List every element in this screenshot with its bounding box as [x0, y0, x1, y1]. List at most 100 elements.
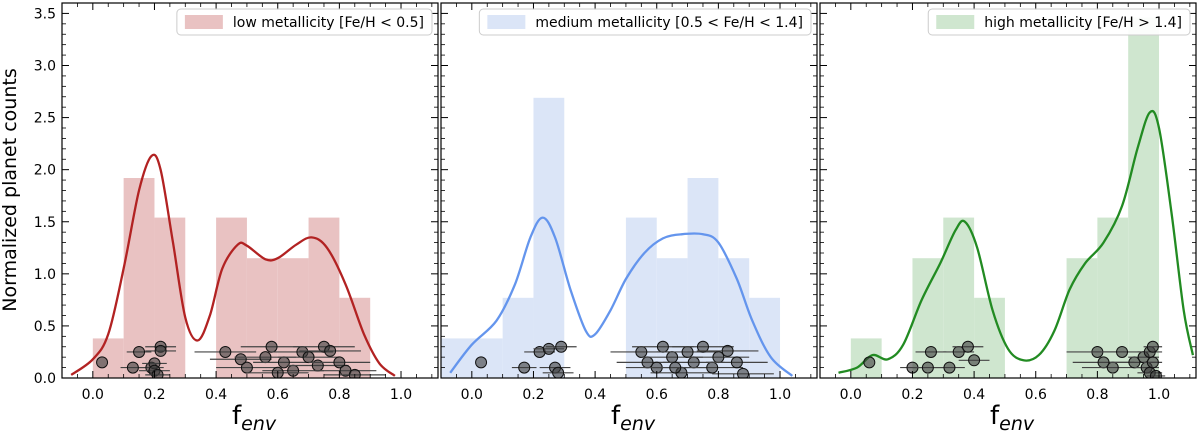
- histogram-bar: [749, 297, 781, 378]
- y-tick-label: 1.0: [34, 267, 56, 283]
- data-point: [696, 340, 709, 353]
- x-tick-label: 0.6: [646, 387, 668, 403]
- data-point: [265, 340, 278, 353]
- legend-swatch: [184, 15, 223, 29]
- histogram-bar: [92, 338, 124, 378]
- histogram-bar: [1066, 258, 1098, 378]
- legend-swatch: [487, 15, 526, 29]
- x-tick-label: 1.0: [769, 387, 791, 403]
- y-tick-label: 3.0: [34, 59, 56, 75]
- data-point: [552, 366, 565, 378]
- legend-label: low metallicity [Fe/H < 0.5]: [233, 15, 424, 31]
- data-point: [863, 356, 876, 369]
- x-tick-label: 0.8: [1086, 387, 1108, 403]
- x-tick-label: 1.0: [1148, 387, 1170, 403]
- data-point: [656, 340, 669, 353]
- x-tick-label: 0.0: [461, 387, 483, 403]
- plot-area: [838, 17, 1195, 378]
- panel-medium-metallicity: 0.0 0.2 0.4 0.6 0.8 1.0 fenv medium metallicity…: [440, 2, 818, 435]
- data-point: [1116, 345, 1129, 358]
- data-point: [259, 351, 272, 364]
- data-point: [943, 361, 956, 374]
- x-tick-label: 0.2: [522, 387, 544, 403]
- x-axis-label: fenv: [611, 401, 656, 435]
- kde-curve: [449, 216, 794, 377]
- legend-label: high metallicity [Fe/H > 1.4]: [984, 15, 1182, 31]
- data-point: [96, 356, 109, 369]
- x-tick-label: 0.2: [143, 387, 165, 403]
- data-point: [737, 367, 750, 378]
- data-point: [1149, 369, 1162, 378]
- legend-box: [927, 8, 1191, 36]
- data-point: [669, 361, 682, 374]
- histogram-bar: [912, 258, 944, 378]
- data-point: [635, 345, 648, 358]
- kde-curve: [838, 109, 1195, 374]
- data-point: [126, 361, 139, 374]
- y-tick-label: 0.5: [34, 319, 56, 335]
- x-tick-label: 0.8: [328, 387, 350, 403]
- data-point: [277, 356, 290, 369]
- data-point: [234, 353, 247, 366]
- data-point: [151, 368, 164, 378]
- data-point: [961, 340, 974, 353]
- x-tick-label: 0.4: [584, 387, 606, 403]
- data-point: [219, 345, 232, 358]
- legend: low metallicity [Fe/H < 0.5]: [176, 8, 433, 36]
- data-point: [333, 356, 346, 369]
- legend: high metallicity [Fe/H > 1.4]: [927, 8, 1191, 36]
- data-point: [542, 342, 555, 355]
- plot-area: [70, 153, 396, 378]
- histogram-bar: [974, 297, 1005, 378]
- legend-box: [176, 8, 433, 36]
- data-point: [730, 356, 743, 369]
- data-point: [302, 351, 315, 364]
- x-axis-label: fenv: [990, 401, 1035, 435]
- kde-curve: [70, 153, 396, 377]
- x-tick-label: 0.2: [901, 387, 923, 403]
- x-tick-label: 0.6: [1025, 387, 1047, 403]
- legend-swatch: [936, 15, 975, 29]
- x-tick-label: 0.8: [707, 387, 729, 403]
- data-point: [518, 361, 531, 374]
- data-point: [1106, 361, 1119, 374]
- data-point: [133, 345, 146, 358]
- data-point: [921, 361, 934, 374]
- data-point: [348, 368, 361, 378]
- legend-label: medium metallicity [0.5 < Fe/H < 1.4]: [535, 15, 803, 31]
- x-tick-label: 0.4: [205, 387, 227, 403]
- legend-box: [478, 8, 812, 36]
- x-tick-label: 1.0: [390, 387, 412, 403]
- y-tick-label: 2.5: [34, 111, 56, 127]
- y-tick-label: 3.5: [34, 6, 56, 22]
- data-point: [555, 340, 568, 353]
- data-point: [706, 361, 719, 374]
- panel-high-metallicity: 0.0 0.2 0.4 0.6 0.8 1.0 fenv high metallicity […: [819, 2, 1197, 435]
- data-point: [721, 344, 734, 357]
- data-point: [924, 345, 937, 358]
- x-tick-label: 0.0: [840, 387, 862, 403]
- legend: medium metallicity [0.5 < Fe/H < 1.4]: [478, 8, 812, 36]
- data-point: [324, 344, 337, 357]
- data-point: [154, 344, 167, 357]
- data-point: [968, 354, 981, 367]
- data-point: [1146, 340, 1159, 353]
- y-tick-label: 2.0: [34, 163, 56, 179]
- data-point: [1146, 356, 1159, 369]
- x-tick-label: 0.6: [267, 387, 289, 403]
- x-tick-label: 0.0: [82, 387, 104, 403]
- x-axis-label: fenv: [232, 401, 277, 435]
- y-axis-label: Normalized planet counts: [0, 68, 21, 312]
- data-point: [311, 359, 324, 372]
- y-tick-label: 1.5: [34, 215, 56, 231]
- data-point: [240, 361, 253, 374]
- panel-low-metallicity: 0.0 0.2 0.4 0.6 0.8 1.0 0.0 0.5 1.0 1.5 2.0 2.5 3.0 3…: [34, 2, 439, 435]
- x-tick-label: 0.4: [963, 387, 985, 403]
- data-point: [687, 356, 700, 369]
- histogram-bar: [533, 97, 565, 378]
- data-point: [666, 351, 679, 364]
- histogram-bar: [123, 178, 155, 378]
- y-tick-label: 0.0: [34, 371, 56, 387]
- data-point: [681, 345, 694, 358]
